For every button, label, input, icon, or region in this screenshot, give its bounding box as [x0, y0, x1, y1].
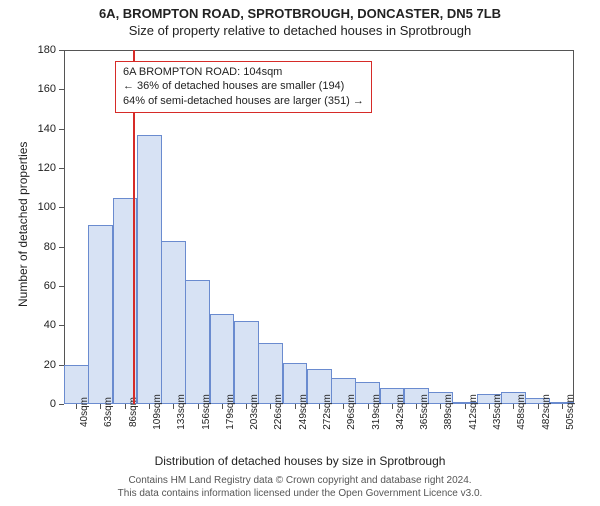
xtick-label: 412sqm: [468, 394, 479, 430]
xtick-mark: [222, 404, 223, 409]
ytick-mark: [59, 325, 64, 326]
xtick-mark: [392, 404, 393, 409]
ytick-label: 140: [28, 123, 56, 135]
xtick-mark: [198, 404, 199, 409]
xtick-label: 133sqm: [176, 394, 187, 430]
ytick-label: 40: [28, 319, 56, 331]
xtick-label: 296sqm: [346, 394, 357, 430]
xtick-mark: [246, 404, 247, 409]
ytick-mark: [59, 207, 64, 208]
footer-line-1: Contains HM Land Registry data © Crown c…: [0, 474, 600, 487]
histogram-bar: [88, 225, 113, 404]
xtick-label: 505sqm: [565, 394, 576, 430]
xtick-mark: [125, 404, 126, 409]
ytick-label: 120: [28, 162, 56, 174]
ytick-label: 20: [28, 359, 56, 371]
xtick-label: 226sqm: [273, 394, 284, 430]
xtick-label: 435sqm: [492, 394, 503, 430]
xtick-label: 458sqm: [516, 394, 527, 430]
footer-text: Contains HM Land Registry data © Crown c…: [0, 474, 600, 500]
plot-area: 02040608010012014016018040sqm63sqm86sqm1…: [64, 50, 574, 404]
xtick-label: 109sqm: [152, 394, 163, 430]
chart-title: 6A, BROMPTON ROAD, SPROTBROUGH, DONCASTE…: [0, 6, 600, 23]
axis-line-left: [64, 50, 65, 404]
histogram-bar: [161, 241, 186, 404]
xtick-mark: [173, 404, 174, 409]
xtick-mark: [149, 404, 150, 409]
ytick-mark: [59, 404, 64, 405]
xtick-label: 319sqm: [371, 394, 382, 430]
xtick-mark: [100, 404, 101, 409]
xtick-label: 63sqm: [103, 397, 114, 427]
xtick-mark: [76, 404, 77, 409]
histogram-bar: [234, 321, 259, 404]
xtick-mark: [343, 404, 344, 409]
annotation-line: 64% of semi-detached houses are larger (…: [123, 94, 364, 109]
chart-subtitle: Size of property relative to detached ho…: [0, 23, 600, 40]
xtick-mark: [416, 404, 417, 409]
xtick-mark: [368, 404, 369, 409]
xtick-label: 156sqm: [201, 394, 212, 430]
xtick-mark: [319, 404, 320, 409]
ytick-mark: [59, 286, 64, 287]
xtick-mark: [538, 404, 539, 409]
xtick-label: 179sqm: [225, 394, 236, 430]
ytick-mark: [59, 89, 64, 90]
histogram-bar: [137, 135, 162, 404]
xtick-mark: [270, 404, 271, 409]
xtick-label: 389sqm: [443, 394, 454, 430]
axis-line-top: [64, 50, 574, 51]
histogram-bar: [185, 280, 210, 404]
xtick-mark: [465, 404, 466, 409]
axis-line-right: [573, 50, 574, 404]
histogram-bar: [210, 314, 235, 404]
ytick-label: 100: [28, 201, 56, 213]
ytick-mark: [59, 168, 64, 169]
xtick-mark: [513, 404, 514, 409]
xtick-label: 203sqm: [249, 394, 260, 430]
ytick-mark: [59, 247, 64, 248]
ytick-label: 0: [28, 398, 56, 410]
ytick-label: 180: [28, 44, 56, 56]
xtick-label: 249sqm: [298, 394, 309, 430]
ytick-label: 160: [28, 83, 56, 95]
xtick-label: 365sqm: [419, 394, 430, 430]
y-axis-label: Number of detached properties: [16, 142, 30, 307]
ytick-label: 60: [28, 280, 56, 292]
xtick-label: 482sqm: [541, 394, 552, 430]
ytick-mark: [59, 50, 64, 51]
xtick-mark: [562, 404, 563, 409]
annotation-line: ← 36% of detached houses are smaller (19…: [123, 79, 364, 94]
xtick-label: 342sqm: [395, 394, 406, 430]
x-axis-label: Distribution of detached houses by size …: [0, 454, 600, 468]
ytick-mark: [59, 129, 64, 130]
footer-line-2: This data contains information licensed …: [0, 487, 600, 500]
xtick-label: 40sqm: [79, 397, 90, 427]
xtick-mark: [440, 404, 441, 409]
annotation-box: 6A BROMPTON ROAD: 104sqm← 36% of detache…: [115, 61, 372, 114]
xtick-mark: [295, 404, 296, 409]
xtick-label: 272sqm: [322, 394, 333, 430]
ytick-label: 80: [28, 241, 56, 253]
xtick-mark: [489, 404, 490, 409]
chart-container: { "chart": { "type": "histogram", "title…: [0, 6, 600, 506]
annotation-line: 6A BROMPTON ROAD: 104sqm: [123, 65, 364, 80]
